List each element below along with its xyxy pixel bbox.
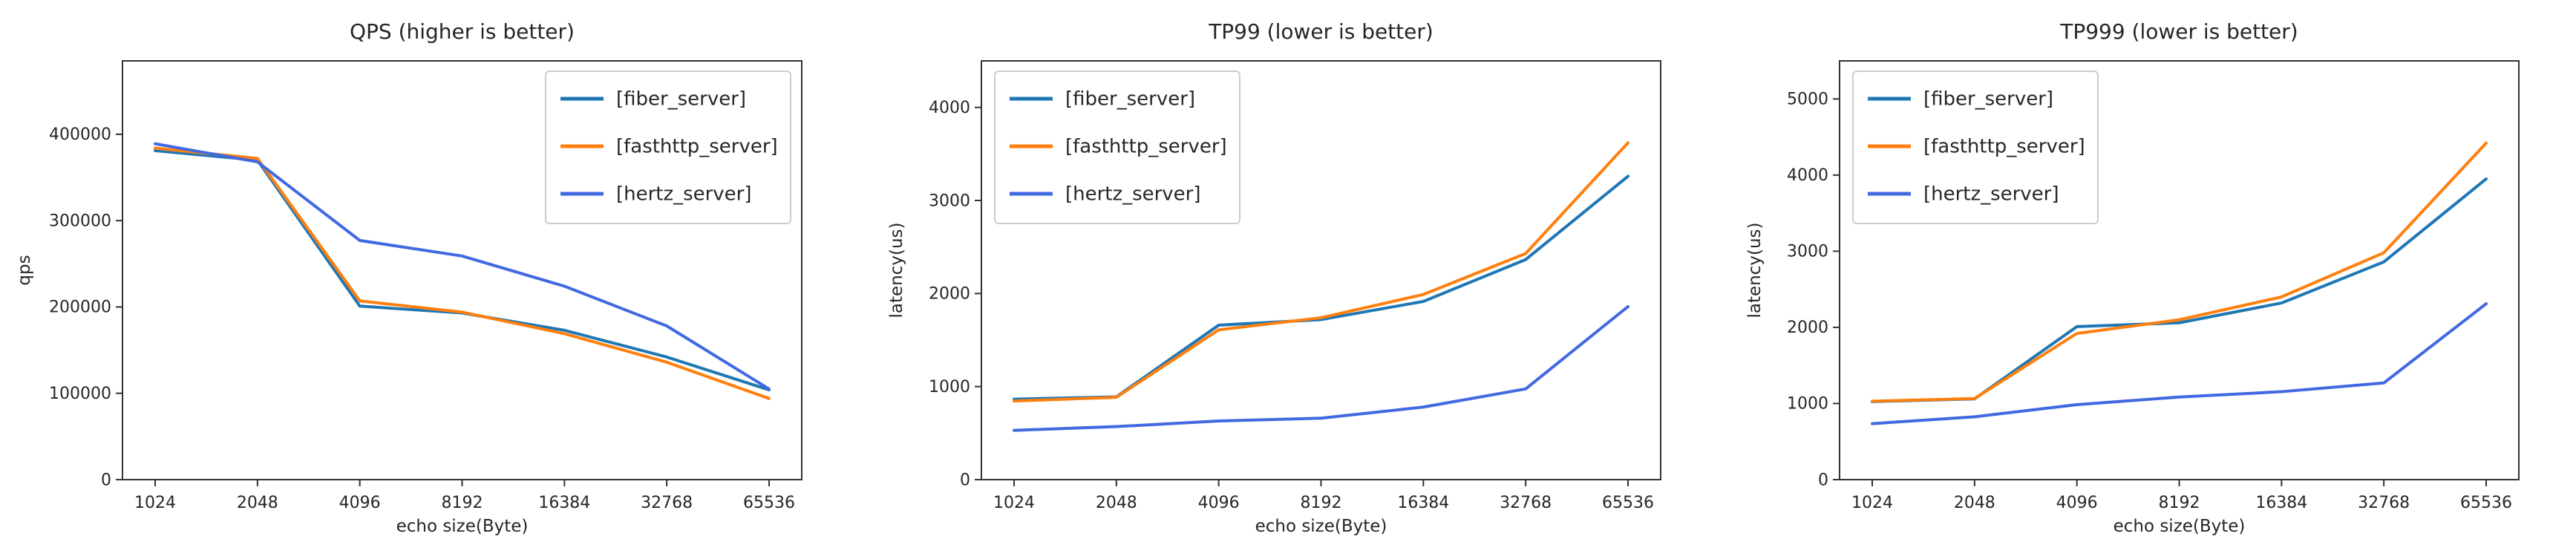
legend-box [993, 71, 1240, 225]
x-axis-label: echo size(Byte) [2114, 517, 2246, 536]
x-tick-label: 4096 [1197, 494, 1239, 512]
y-tick-label: 300000 [49, 212, 111, 230]
legend-label: [fiber_server] [1065, 88, 1195, 111]
x-tick-label: 8192 [2159, 494, 2200, 512]
y-tick-label: 0 [101, 471, 111, 489]
plot-area: 0 1000 2000 3000 4000 5000 1024 2048 4096 8192 163… [1787, 60, 2520, 512]
x-tick-label: 32768 [1500, 494, 1552, 512]
legend-label: [hertz_server] [1065, 183, 1201, 206]
legend-label: [hertz_server] [1923, 183, 2059, 206]
y-tick-label: 5000 [1787, 91, 1828, 109]
plot-area: 0 1000 2000 3000 4000 1024 2048 4096 8192 16384 32… [929, 60, 1661, 512]
x-tick-label: 65536 [1602, 494, 1654, 512]
x-tick-label: 2048 [1096, 494, 1137, 512]
tp999-chart-canvas: TP999 (lower is better) echo size(Byte) … [1745, 19, 2520, 536]
y-axis-label: qps [15, 255, 34, 285]
legend-label: [hertz_server] [616, 183, 752, 206]
chart-qps: QPS (higher is better) echo size(Byte) q… [0, 0, 859, 542]
series-line-fasthttp_server [153, 146, 771, 400]
y-tick-label: 100000 [49, 385, 111, 403]
y-axis-label: latency(us) [887, 223, 906, 319]
chart-tp999: TP999 (lower is better) echo size(Byte) … [1717, 0, 2576, 542]
y-tick-label: 1000 [929, 378, 970, 396]
x-tick-label: 32768 [641, 494, 693, 512]
x-tick-label: 4096 [339, 494, 381, 512]
x-axis-label: echo size(Byte) [396, 517, 529, 536]
series-line-fasthttp_server [1871, 141, 2488, 403]
chart-title: TP99 (lower is better) [1208, 19, 1434, 44]
series-line-hertz_server [153, 142, 771, 391]
x-tick-label: 8192 [442, 494, 483, 512]
x-axis-label: echo size(Byte) [1255, 517, 1387, 536]
series-line-hertz_server [1871, 302, 2488, 425]
legend-label: [fasthttp_server] [1065, 136, 1227, 158]
x-tick-label: 65536 [2460, 494, 2512, 512]
y-tick-label: 0 [960, 471, 970, 489]
tp99-chart-canvas: TP99 (lower is better) echo size(Byte) l… [887, 19, 1661, 536]
y-tick-label: 2000 [1787, 319, 1828, 337]
legend: [fiber_server] [fasthttp_server] [hertz_se… [1852, 71, 2099, 225]
legend-box [1852, 71, 2099, 225]
legend-label: [fiber_server] [616, 88, 746, 111]
x-tick-label: 2048 [237, 494, 278, 512]
x-tick-label: 16384 [538, 494, 590, 512]
x-tick-label: 1024 [993, 494, 1035, 512]
y-tick-label: 4000 [1787, 166, 1828, 185]
series-line-fasthttp_server [1012, 141, 1629, 403]
y-tick-label: 3000 [1787, 243, 1828, 261]
y-axis-label: latency(us) [1745, 223, 1765, 319]
x-tick-label: 65536 [743, 494, 795, 512]
x-tick-label: 16384 [1397, 494, 1449, 512]
series-line-hertz_server [1012, 304, 1629, 432]
x-tick-label: 4096 [2056, 494, 2098, 512]
legend-label: [fasthttp_server] [1923, 136, 2085, 158]
chart-title: QPS (higher is better) [350, 19, 575, 44]
legend-label: [fiber_server] [1923, 88, 2053, 111]
x-tick-label: 16384 [2256, 494, 2308, 512]
y-tick-label: 0 [1818, 471, 1828, 489]
qps-chart-canvas: QPS (higher is better) echo size(Byte) q… [15, 19, 802, 536]
y-tick-label: 400000 [49, 125, 111, 144]
legend: [fiber_server] [fasthttp_server] [hertz_se… [544, 71, 791, 225]
x-tick-label: 1024 [134, 494, 176, 512]
x-tick-label: 32768 [2358, 494, 2410, 512]
legend-label: [fasthttp_server] [616, 136, 778, 158]
y-tick-label: 3000 [929, 192, 970, 210]
x-tick-label: 1024 [1851, 494, 1893, 512]
x-tick-label: 2048 [1954, 494, 1995, 512]
chart-title: TP999 (lower is better) [2060, 19, 2298, 44]
legend: [fiber_server] [fasthttp_server] [hertz_se… [993, 71, 1240, 225]
chart-tp99: TP99 (lower is better) echo size(Byte) l… [859, 0, 1718, 542]
y-tick-label: 4000 [929, 99, 970, 117]
y-tick-label: 200000 [49, 298, 111, 317]
y-tick-label: 2000 [929, 285, 970, 304]
legend-box [544, 71, 791, 225]
y-tick-label: 1000 [1787, 395, 1828, 414]
plot-area: 0 100000 200000 300000 400000 1024 2048 4096 819… [49, 60, 802, 512]
x-tick-label: 8192 [1300, 494, 1341, 512]
